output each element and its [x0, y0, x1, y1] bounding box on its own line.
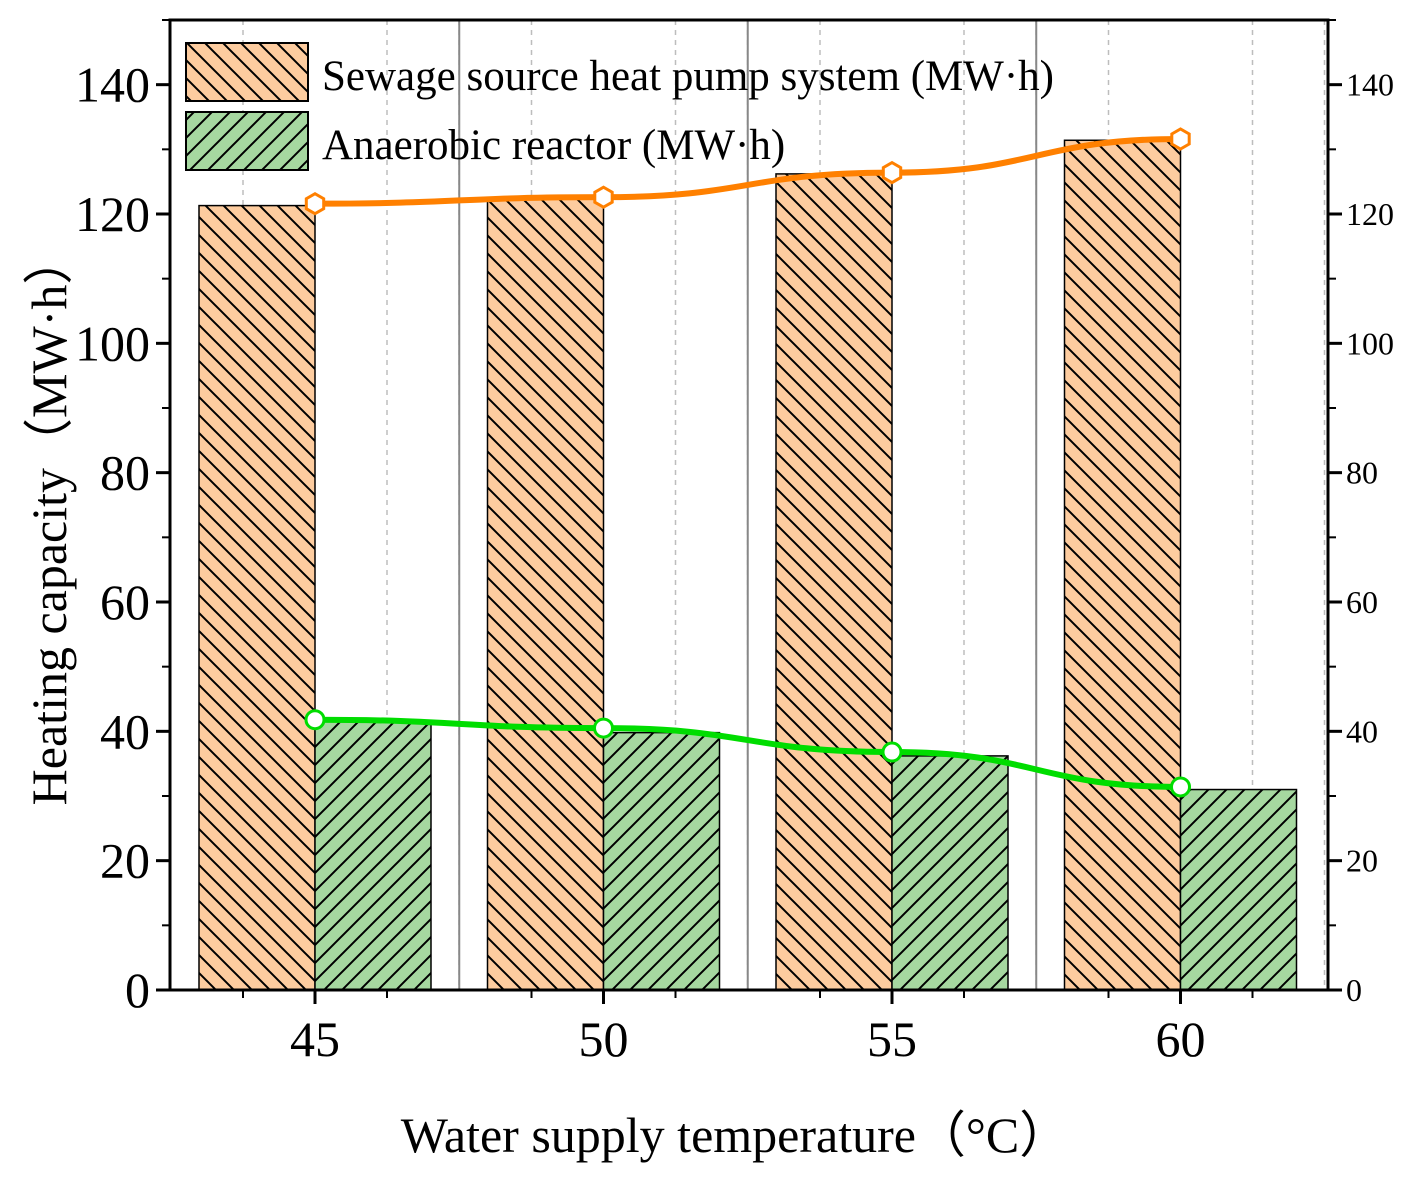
legend-swatch-anaerobic	[185, 111, 309, 171]
line-sewage	[312, 135, 1184, 207]
y-tick-label-left: 140	[75, 57, 150, 113]
y-tick-label-right: 0	[1346, 972, 1362, 1008]
bars	[198, 139, 1298, 991]
x-tick-label: 45	[290, 1011, 340, 1067]
y-tick-label-left: 120	[75, 186, 150, 242]
y-tick-label-right: 100	[1346, 325, 1394, 361]
marker-anaerobic-60	[1170, 776, 1191, 798]
y-tick-label-left: 0	[125, 962, 150, 1018]
bar-anaerobic-45	[314, 720, 432, 991]
bar-sewage-45	[198, 204, 316, 991]
marker-sewage-60	[1170, 127, 1191, 151]
y-tick-label-left: 60	[100, 574, 150, 630]
legend-swatch-sewage	[185, 42, 309, 102]
axes: 0 0 20 20 40 40 60 60 80 80 100 100 120 120 140 140 45 50…	[75, 19, 1394, 1067]
bar-sewage-50	[486, 198, 605, 991]
y-tick-label-right: 60	[1346, 584, 1378, 620]
x-axis-title: Water supply temperature（°C）	[401, 1107, 1070, 1163]
legend-label-anaerobic: Anaerobic reactor (MW·h)	[322, 122, 785, 169]
y-tick-label-left: 20	[100, 833, 150, 889]
y-tick-label-right: 40	[1346, 713, 1378, 749]
x-tick-label: 55	[867, 1011, 917, 1067]
marker-sewage-45	[304, 191, 326, 216]
bar-sewage-60	[1063, 139, 1182, 991]
marker-sewage-50	[593, 185, 614, 209]
y-tick-label-left: 40	[100, 703, 150, 759]
x-tick-label: 60	[1156, 1011, 1206, 1067]
marker-sewage-55	[881, 160, 903, 185]
y-axis-title: Heating capacity（MW·h）	[21, 235, 77, 806]
legend-label-sewage: Sewage source heat pump system (MW·h)	[322, 53, 1054, 100]
bar-anaerobic-50	[602, 731, 721, 991]
x-tick-label: 50	[579, 1011, 629, 1067]
bar-anaerobic-60	[1179, 788, 1298, 991]
y-tick-label-right: 120	[1346, 196, 1394, 232]
y-tick-label-left: 80	[100, 445, 150, 501]
y-tick-label-right: 140	[1346, 67, 1394, 103]
legend: Sewage source heat pump system (MW·h) An…	[185, 42, 1054, 171]
line-anaerobic	[312, 716, 1184, 790]
bar-anaerobic-55	[891, 755, 1009, 991]
y-tick-label-left: 100	[75, 315, 150, 371]
y-tick-label-right: 80	[1346, 455, 1378, 491]
bar-sewage-55	[775, 173, 893, 991]
plot-frame	[168, 18, 1330, 992]
marker-anaerobic-50	[593, 717, 614, 739]
marker-anaerobic-55	[881, 741, 903, 763]
line-overlays	[304, 127, 1191, 798]
y-tick-label-right: 20	[1346, 843, 1378, 879]
marker-anaerobic-45	[304, 709, 326, 731]
